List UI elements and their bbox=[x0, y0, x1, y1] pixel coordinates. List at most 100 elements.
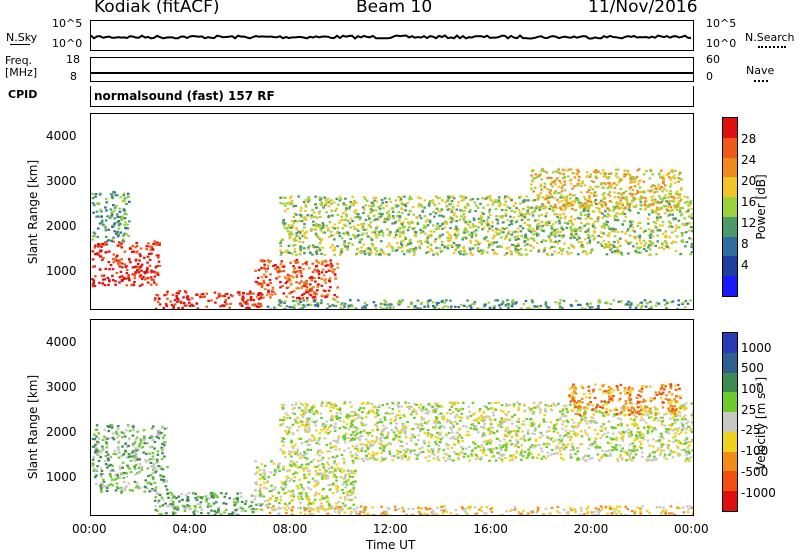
velocity-cell bbox=[217, 510, 220, 514]
nsky-tick-low: 10^0 bbox=[52, 37, 83, 50]
power-cell bbox=[314, 265, 318, 268]
power-cell bbox=[456, 204, 460, 207]
power-cell bbox=[396, 230, 399, 233]
power-cell bbox=[650, 185, 653, 188]
velocity-cell bbox=[609, 454, 612, 457]
power-cell bbox=[609, 172, 613, 175]
power-cell bbox=[627, 303, 630, 306]
power-cell bbox=[330, 264, 334, 267]
velocity-cell bbox=[258, 488, 262, 492]
power-cell bbox=[308, 267, 311, 270]
power-cell bbox=[617, 300, 621, 303]
power-cell bbox=[323, 290, 327, 293]
velocity-cell bbox=[107, 484, 111, 487]
power-cell bbox=[674, 250, 678, 253]
power-cell bbox=[556, 198, 559, 201]
power-cell bbox=[327, 205, 331, 208]
velocity-cell bbox=[343, 462, 346, 465]
power-cell bbox=[479, 202, 482, 205]
velocity-cell bbox=[335, 484, 338, 487]
power-cell bbox=[586, 205, 589, 208]
velocity-cell bbox=[488, 418, 492, 421]
velocity-cell bbox=[653, 455, 656, 458]
power-cell bbox=[348, 222, 352, 225]
velocity-cell bbox=[418, 406, 421, 409]
velocity-cell bbox=[157, 499, 161, 502]
power-cell bbox=[484, 303, 487, 306]
power-cell bbox=[374, 229, 377, 232]
velocity-cell bbox=[151, 472, 155, 475]
velocity-cell bbox=[556, 431, 560, 434]
power-cell bbox=[276, 265, 279, 269]
velocity-cell bbox=[353, 472, 357, 475]
velocity-cell bbox=[343, 481, 346, 484]
power-cell bbox=[385, 201, 388, 204]
power-cell bbox=[269, 308, 273, 309]
velocity-cell bbox=[292, 462, 296, 465]
power-cell bbox=[627, 252, 630, 255]
power-cell bbox=[365, 304, 369, 307]
power-cell bbox=[419, 217, 423, 220]
power-cell bbox=[469, 241, 473, 244]
power-cell bbox=[259, 292, 262, 295]
power-cell bbox=[387, 253, 391, 256]
power-cell bbox=[654, 199, 657, 203]
velocity-cell bbox=[306, 486, 310, 489]
power-cell bbox=[550, 180, 554, 183]
power-cell bbox=[608, 172, 611, 175]
velocity-cell bbox=[373, 441, 376, 444]
power-cell bbox=[528, 213, 531, 216]
velocity-cell bbox=[142, 439, 146, 442]
power-cell bbox=[552, 230, 556, 233]
power-cell bbox=[536, 193, 539, 197]
power-cell bbox=[297, 195, 300, 198]
velocity-cell bbox=[307, 463, 310, 466]
power-cell bbox=[448, 233, 451, 236]
power-cell bbox=[653, 225, 657, 228]
power-cell bbox=[563, 199, 567, 202]
power-cell bbox=[552, 196, 556, 200]
velocity-cell bbox=[165, 480, 168, 483]
velocity-cell bbox=[677, 433, 681, 436]
velocity-cell bbox=[358, 436, 362, 439]
power-cell bbox=[511, 300, 514, 303]
power-cell bbox=[536, 219, 540, 222]
power-cell bbox=[324, 294, 327, 297]
velocity-cell bbox=[581, 457, 585, 461]
velocity-cell bbox=[313, 480, 317, 483]
power-cell bbox=[133, 277, 137, 280]
power-cell bbox=[299, 249, 302, 252]
power-cell bbox=[544, 206, 548, 209]
power-cell bbox=[268, 278, 272, 281]
power-cell bbox=[450, 210, 453, 213]
power-cell bbox=[263, 259, 266, 263]
velocity-cell bbox=[282, 468, 285, 471]
power-cell bbox=[581, 245, 585, 248]
velocity-cell bbox=[163, 455, 166, 458]
power-cell bbox=[201, 292, 205, 296]
power-cell bbox=[526, 238, 530, 241]
power-cell bbox=[151, 270, 154, 273]
velocity-cell bbox=[486, 441, 489, 444]
power-cell bbox=[315, 260, 319, 263]
power-cell bbox=[143, 278, 147, 281]
power-cell bbox=[391, 247, 395, 250]
velocity-cell bbox=[270, 484, 273, 487]
power-cell bbox=[490, 241, 493, 244]
velocity-cell bbox=[162, 479, 165, 482]
power-cell bbox=[138, 259, 141, 262]
power-cell bbox=[632, 178, 636, 181]
velocity-cell bbox=[534, 426, 537, 430]
power-cell bbox=[560, 194, 563, 197]
power-cell bbox=[470, 307, 473, 309]
velocity-cell bbox=[93, 438, 97, 441]
power-cell bbox=[388, 197, 391, 200]
power-cell bbox=[498, 304, 501, 307]
velocity-cell bbox=[499, 424, 503, 427]
power-cell bbox=[437, 308, 441, 309]
power-cell bbox=[356, 229, 360, 232]
power-cell bbox=[333, 246, 336, 249]
velocity-cell bbox=[650, 459, 653, 462]
power-cell bbox=[413, 306, 416, 309]
velocity-cell bbox=[300, 466, 304, 469]
